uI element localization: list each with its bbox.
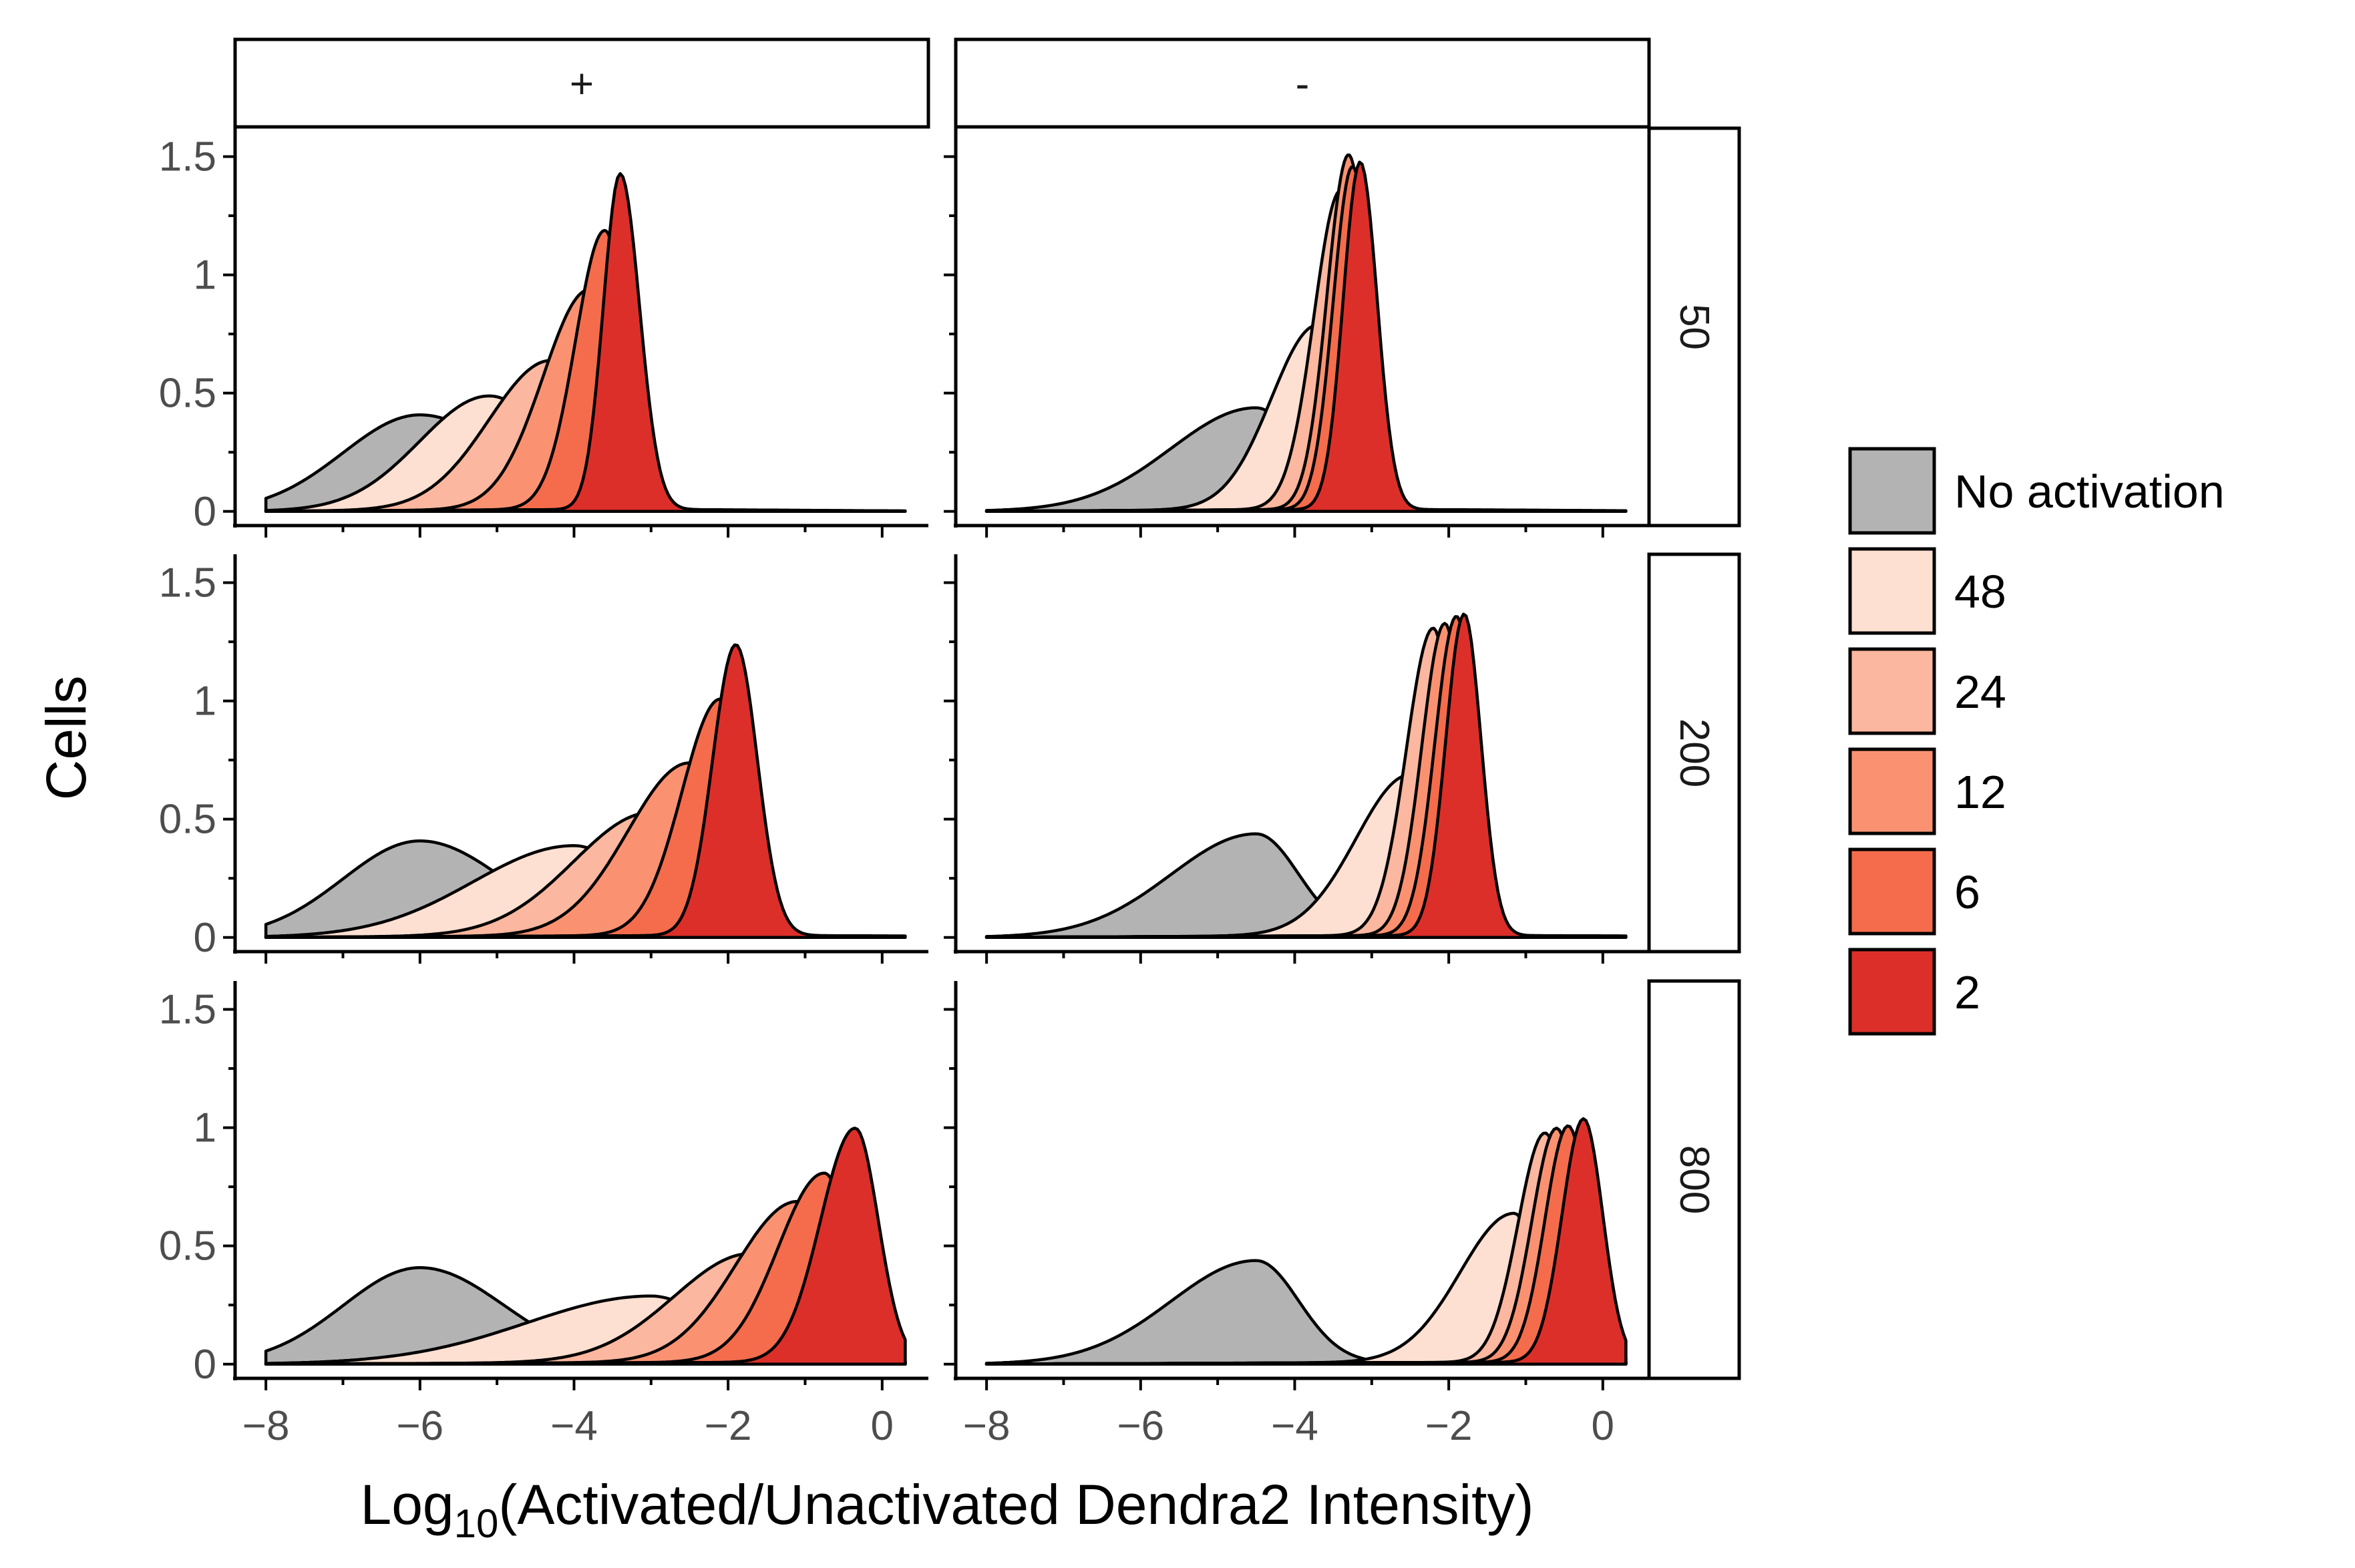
panel-minus-50 — [944, 128, 1649, 538]
row-strip-label: 800 — [1671, 1145, 1717, 1214]
legend-label: 12 — [1954, 766, 2006, 818]
x-tick-label: −2 — [705, 1403, 752, 1449]
panel-plus-200: 0 0.5 1 1.5 — [159, 554, 928, 964]
density-2 — [264, 643, 907, 940]
panel-minus-800: −8 −6 −4 −2 0 — [944, 981, 1649, 1449]
legend-item-2: 2 — [1848, 948, 1980, 1036]
x-ticks — [264, 952, 884, 964]
legend-swatch — [1848, 847, 1936, 936]
density-no-activation — [984, 1259, 1405, 1366]
x-ticks — [985, 952, 1604, 964]
row-strip-800: 800 — [1647, 979, 1741, 1380]
legend-item-48: 48 — [1848, 547, 2006, 635]
legend-label: 24 — [1954, 666, 2006, 718]
x-axis-title-subscript: 10 — [454, 1501, 499, 1546]
row-strip-label: 200 — [1671, 719, 1717, 787]
legend-label: 6 — [1954, 866, 1980, 918]
y-tick-label: 0.5 — [159, 371, 216, 417]
column-strip-label: - — [1296, 61, 1310, 108]
y-ticks: 0 0.5 1 1.5 — [159, 134, 235, 535]
x-axis-title-rest: (Activated/Unactivated Dendra2 Intensity… — [498, 1473, 1533, 1536]
row-strip-200: 200 — [1647, 552, 1741, 954]
strip-box — [954, 37, 1651, 129]
y-axis-title: Cells — [35, 676, 98, 801]
y-ticks — [944, 581, 956, 939]
x-tick-label: −8 — [242, 1403, 290, 1449]
strip-box — [1647, 126, 1741, 528]
y-ticks — [944, 155, 956, 513]
strip-box — [1647, 552, 1741, 954]
x-tick-label: −2 — [1425, 1403, 1473, 1449]
y-tick-label: 0 — [194, 1342, 216, 1388]
density-2 — [984, 612, 1628, 940]
x-tick-label: −4 — [550, 1403, 598, 1449]
panels-layer: 00.511.500.511.500.511.5−8 −6 −4 −2 0 −8 −6 −4−… — [159, 128, 1649, 1449]
x-axis-title: Log10(Activated/Unactivated Dendra2 Inte… — [360, 1473, 1533, 1546]
strip-box — [1647, 979, 1741, 1380]
y-ticks — [944, 1008, 956, 1366]
x-ticks — [985, 526, 1604, 538]
x-ticks: −8 −6 −4 −2 0 — [242, 1378, 894, 1449]
x-tick-label: 0 — [871, 1403, 894, 1449]
y-ticks: 0 0.5 1 1.5 — [159, 987, 235, 1388]
panel-minus-200 — [944, 554, 1649, 964]
legend-label: 2 — [1954, 966, 1980, 1018]
density-2 — [984, 160, 1628, 514]
legend-swatch — [1848, 547, 1936, 635]
legend-item-24: 24 — [1848, 647, 2006, 735]
facet-strips: + - 50 200 800 — [233, 37, 1741, 1380]
legend-label: No activation — [1954, 465, 2225, 518]
x-tick-label: −8 — [963, 1403, 1011, 1449]
y-tick-label: 1.5 — [159, 987, 216, 1033]
legend-item-6: 6 — [1848, 847, 1980, 936]
column-strip-plus: + — [233, 37, 930, 129]
strip-box — [233, 37, 930, 129]
y-tick-label: 0.5 — [159, 1223, 216, 1269]
x-tick-label: −6 — [396, 1403, 443, 1449]
legend-swatch — [1848, 948, 1936, 1036]
density-2 — [984, 1117, 1628, 1366]
column-strip-label: + — [570, 61, 594, 108]
legend-item-no-activation: No activation — [1848, 447, 2225, 535]
legend-label: 48 — [1954, 566, 2006, 618]
y-tick-label: 0.5 — [159, 797, 216, 843]
row-strip-label: 50 — [1671, 304, 1717, 350]
density-2 — [264, 172, 907, 514]
legend: No activation 48 24 12 6 2 — [1848, 447, 2225, 1036]
y-tick-label: 1.5 — [159, 134, 216, 180]
x-ticks — [264, 526, 884, 538]
x-tick-label: 0 — [1592, 1403, 1614, 1449]
legend-swatch — [1848, 447, 1936, 535]
x-axis-title-main: Log — [360, 1473, 454, 1536]
density-2 — [264, 1127, 907, 1366]
y-tick-label: 1.5 — [159, 560, 216, 606]
y-tick-label: 1 — [194, 1105, 216, 1151]
panel-plus-50: 0 0.5 1 1.5 — [159, 128, 928, 538]
panel-plus-800: 0 0.5 1 1.5 −8 −6 −4 −2 0 — [159, 981, 928, 1449]
legend-item-12: 12 — [1848, 747, 2006, 835]
x-tick-label: −6 — [1117, 1403, 1164, 1449]
y-tick-label: 1 — [194, 252, 216, 299]
x-tick-label: −4 — [1271, 1403, 1318, 1449]
legend-swatch — [1848, 647, 1936, 735]
legend-swatch — [1848, 747, 1936, 835]
y-ticks: 0 0.5 1 1.5 — [159, 560, 235, 961]
x-ticks: −8 −6 −4 −2 0 — [963, 1378, 1614, 1449]
y-tick-label: 1 — [194, 678, 216, 725]
row-strip-50: 50 — [1647, 126, 1741, 528]
y-tick-label: 0 — [194, 915, 216, 961]
column-strip-minus: - — [954, 37, 1651, 129]
y-tick-label: 0 — [194, 489, 216, 535]
